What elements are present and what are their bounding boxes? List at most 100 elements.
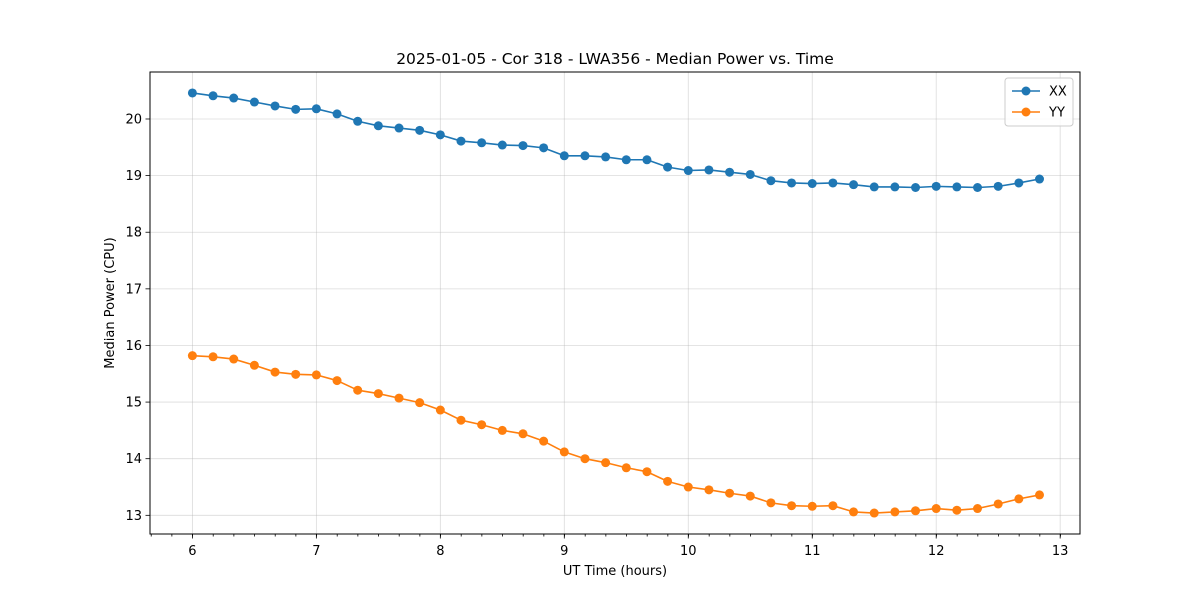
data-point-xx — [332, 109, 342, 119]
y-tick-label: 19 — [125, 169, 142, 184]
data-point-xx — [373, 121, 383, 131]
data-point-xx — [911, 183, 921, 192]
legend-item-yy[interactable]: YY — [1012, 106, 1065, 121]
data-point-xx — [580, 151, 590, 161]
data-point-xx — [890, 182, 900, 192]
data-point-yy — [415, 398, 425, 408]
y-tick-label: 18 — [125, 226, 142, 241]
data-point-yy — [766, 498, 776, 508]
data-point-xx — [435, 130, 445, 140]
data-point-xx — [187, 88, 197, 98]
data-point-yy — [559, 447, 569, 457]
data-point-xx — [518, 141, 528, 151]
data-point-yy — [311, 370, 321, 380]
data-point-yy — [332, 376, 342, 386]
x-tick-label: 13 — [1052, 544, 1069, 559]
data-point-yy — [435, 405, 445, 415]
data-point-yy — [291, 369, 301, 379]
data-point-yy — [993, 499, 1003, 509]
data-point-xx — [807, 179, 817, 189]
data-point-xx — [642, 155, 652, 165]
data-point-yy — [187, 351, 197, 361]
data-point-yy — [683, 482, 693, 492]
data-point-xx — [311, 104, 321, 114]
x-tick-label: 10 — [680, 544, 697, 559]
data-point-xx — [683, 166, 693, 176]
data-point-yy — [601, 458, 611, 468]
plot-frame — [149, 71, 1081, 535]
data-point-xx — [477, 138, 487, 148]
x-tick-label: 9 — [560, 544, 568, 559]
data-point-yy — [1035, 490, 1044, 500]
data-point-xx — [415, 125, 425, 135]
data-point-yy — [725, 488, 735, 498]
data-point-xx — [621, 155, 631, 165]
grid — [150, 72, 1080, 534]
data-point-yy — [394, 393, 404, 403]
series — [187, 88, 1044, 518]
data-point-xx — [270, 101, 280, 111]
data-point-xx — [497, 140, 507, 150]
legend-label-yy: YY — [1048, 106, 1065, 121]
x-tick-label: 11 — [804, 544, 821, 559]
data-point-xx — [601, 152, 611, 162]
data-point-yy — [849, 507, 859, 517]
x-tick-label: 7 — [312, 544, 320, 559]
data-point-xx — [869, 182, 879, 192]
data-point-xx — [208, 91, 218, 101]
data-point-yy — [911, 506, 921, 516]
data-point-xx — [973, 183, 983, 192]
legend-label-xx: XX — [1049, 85, 1067, 100]
y-tick-label: 15 — [125, 396, 142, 411]
data-point-yy — [890, 507, 900, 517]
data-point-xx — [663, 162, 673, 172]
data-point-yy — [497, 425, 507, 435]
y-tick-label: 13 — [125, 509, 142, 524]
data-point-yy — [580, 454, 590, 464]
y-tick-label: 17 — [125, 282, 142, 297]
data-point-yy — [952, 505, 962, 515]
data-point-yy — [249, 360, 259, 370]
data-point-xx — [394, 123, 404, 133]
data-point-yy — [1014, 494, 1024, 504]
chart-title: 2025-01-05 - Cor 318 - LWA356 - Median P… — [396, 50, 834, 68]
data-point-yy — [270, 367, 280, 377]
x-axis-label: UT Time (hours) — [563, 564, 667, 579]
data-point-xx — [766, 176, 776, 186]
data-point-yy — [973, 504, 983, 514]
data-point-xx — [291, 104, 301, 114]
data-point-xx — [1014, 178, 1024, 188]
legend[interactable]: XX YY — [1004, 77, 1074, 127]
data-point-yy — [208, 352, 218, 362]
data-point-yy — [518, 429, 528, 439]
data-point-xx — [456, 136, 466, 146]
data-point-xx — [704, 165, 714, 175]
data-point-xx — [828, 178, 838, 188]
legend-item-xx[interactable]: XX — [1012, 85, 1067, 100]
data-point-yy — [869, 508, 879, 518]
data-point-xx — [931, 181, 941, 191]
data-point-yy — [828, 501, 838, 511]
y-tick-label: 20 — [125, 112, 142, 127]
data-point-xx — [952, 182, 962, 192]
data-point-yy — [663, 476, 673, 486]
data-point-xx — [849, 180, 859, 190]
data-point-xx — [353, 116, 363, 126]
data-point-xx — [229, 93, 239, 103]
data-point-yy — [745, 491, 755, 501]
y-axis-label: Median Power (CPU) — [103, 237, 118, 368]
data-point-yy — [621, 463, 631, 473]
data-point-yy — [373, 389, 383, 399]
data-point-xx — [1035, 174, 1044, 184]
data-point-yy — [807, 501, 817, 511]
data-point-yy — [456, 415, 466, 425]
data-point-yy — [704, 485, 714, 495]
data-point-yy — [539, 436, 549, 446]
data-point-xx — [559, 151, 569, 161]
axes: 6 7 8 9 10 11 12 13 13 14 15 16 17 18 19 20 — [125, 112, 1068, 559]
y-tick-label: 16 — [125, 339, 142, 354]
data-point-xx — [539, 143, 549, 153]
data-point-xx — [745, 169, 755, 179]
x-tick-label: 6 — [188, 544, 196, 559]
data-point-xx — [725, 167, 735, 177]
